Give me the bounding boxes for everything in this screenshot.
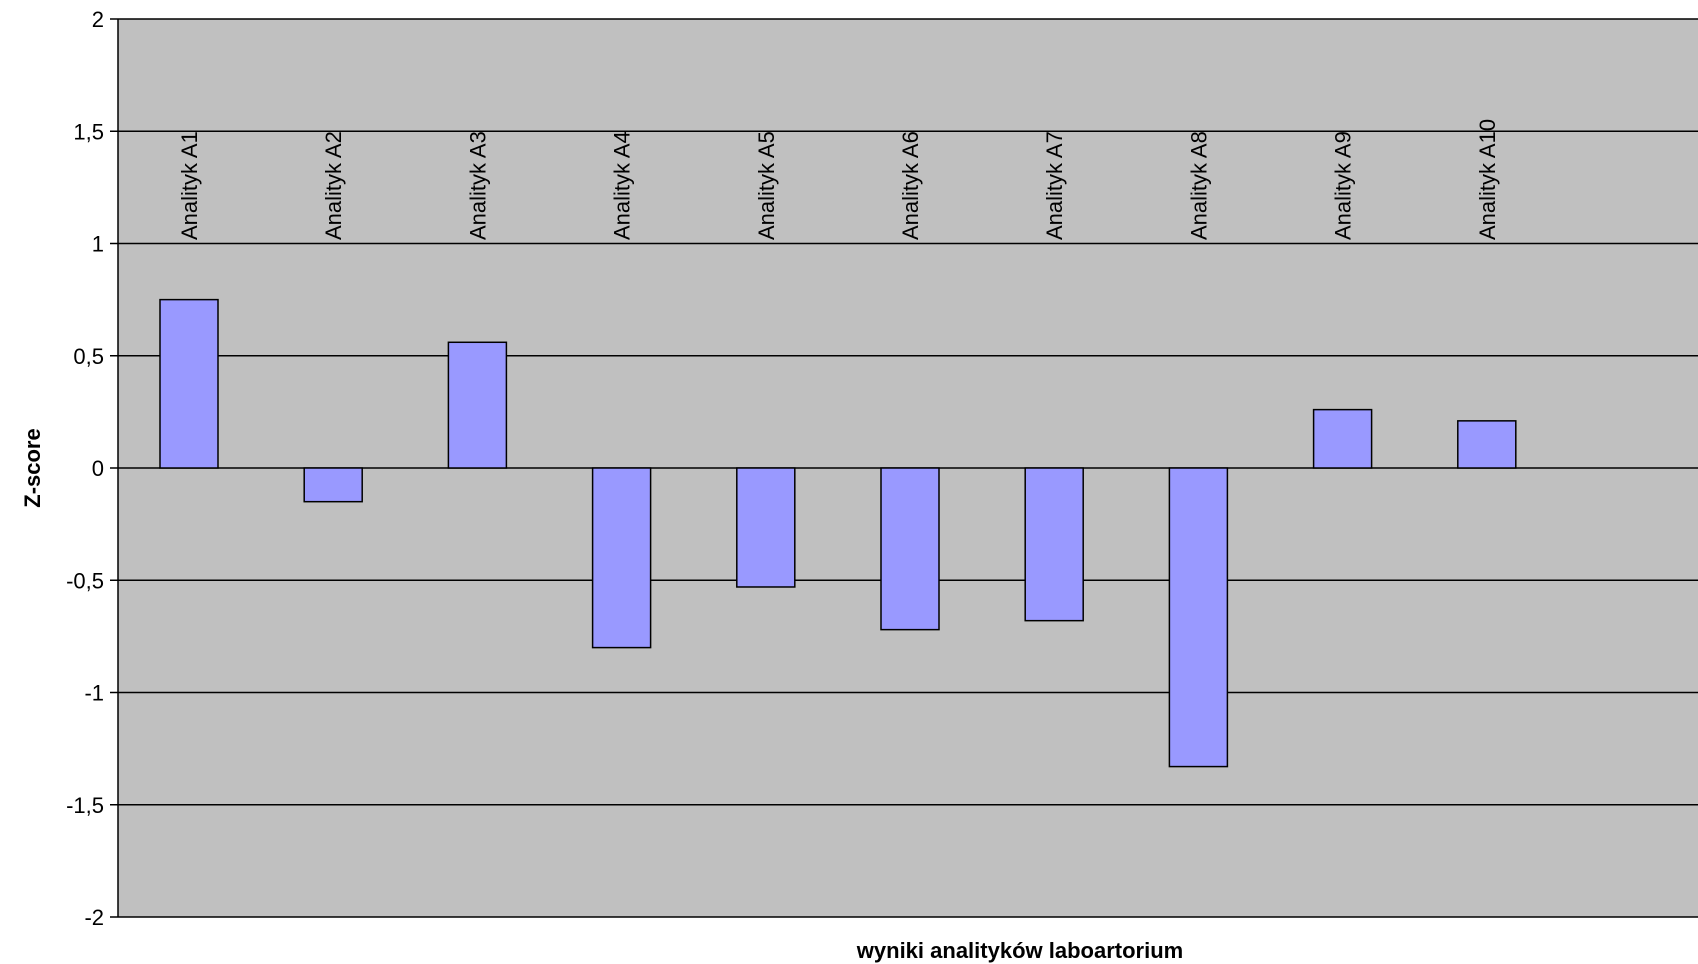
y-tick-label: 0	[92, 456, 104, 481]
category-label: Analityk A1	[177, 131, 202, 240]
category-label: Analityk A7	[1042, 131, 1067, 240]
x-axis-title: wyniki analityków laboartorium	[856, 938, 1183, 963]
bar	[1312, 408, 1373, 469]
category-label: Analityk A4	[610, 131, 635, 240]
bar	[1024, 467, 1084, 622]
category-labels: Analityk A1 Analityk A2 Analityk A3 Anality…	[177, 119, 1500, 240]
category-label: Analityk A3	[465, 131, 490, 240]
bar	[1168, 467, 1229, 768]
y-tick-label: -0,5	[66, 568, 104, 593]
bar	[880, 467, 940, 631]
y-tick-label: -2	[84, 905, 104, 930]
bar	[591, 467, 652, 649]
bar	[303, 467, 363, 503]
category-label: Analityk A5	[754, 131, 779, 240]
category-label: Analityk A10	[1475, 119, 1500, 240]
y-ticks: 2 1,5 1 0,5 0 -0,5 -1 -1,5 -2	[66, 7, 104, 930]
bar	[159, 298, 219, 469]
y-tick-label: 1,5	[73, 119, 104, 144]
y-tick-label: 1	[92, 232, 104, 257]
category-label: Analityk A6	[898, 131, 923, 240]
category-label: Analityk A8	[1186, 131, 1211, 240]
y-axis-title: Z-score	[20, 428, 45, 507]
bars	[159, 298, 1517, 768]
y-tick-label: 0,5	[73, 344, 104, 369]
bar	[736, 467, 796, 588]
y-tick-label: 2	[92, 7, 104, 32]
y-tick-label: -1	[84, 681, 104, 706]
category-label: Analityk A2	[321, 131, 346, 240]
bar	[1457, 420, 1517, 469]
bar	[447, 341, 508, 469]
category-label: Analityk A9	[1331, 131, 1356, 240]
y-tick-label: -1,5	[66, 793, 104, 818]
